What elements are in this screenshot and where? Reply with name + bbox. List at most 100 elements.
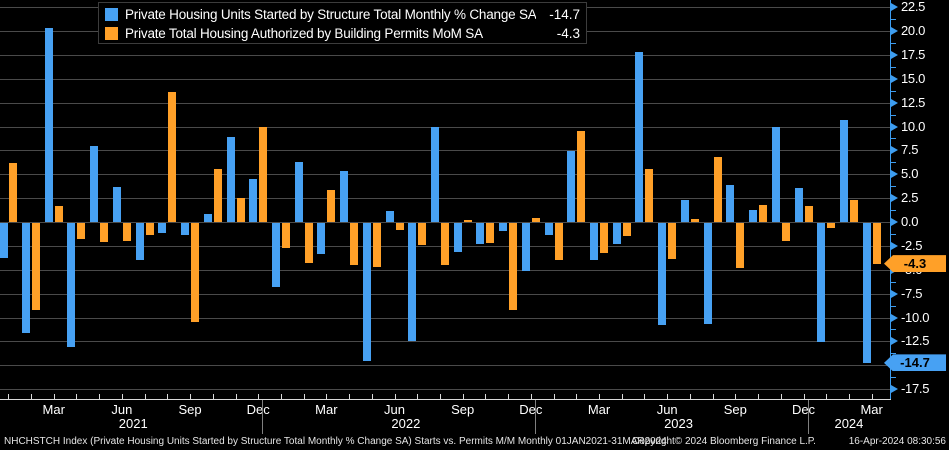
x-month-tick [303, 394, 305, 399]
bar-starts [249, 179, 258, 222]
bar-permits [463, 220, 472, 222]
y-tick-arrow-icon [891, 50, 898, 59]
x-month-label: Sep [451, 402, 475, 417]
x-month-tick [121, 394, 123, 399]
year-separator-line [262, 400, 264, 434]
bar-permits [236, 198, 245, 222]
y-tick-label: 15.0 [901, 70, 926, 86]
bar-starts [181, 223, 190, 236]
bar-starts [453, 223, 462, 252]
x-month-tick [780, 394, 782, 399]
bar-starts [521, 223, 530, 271]
bar-permits [440, 223, 449, 266]
bar-permits [32, 223, 41, 310]
x-month-label: Sep [178, 402, 202, 417]
bar-starts [726, 184, 735, 222]
bar-permits [77, 223, 86, 240]
bar-permits [759, 204, 768, 222]
x-month-label: Jun [384, 402, 406, 417]
x-month-tick [8, 394, 10, 399]
bar-starts [794, 187, 803, 222]
bar-permits [372, 223, 381, 267]
x-month-tick [99, 394, 101, 399]
x-month-label: Jun [656, 402, 678, 417]
bar-starts [271, 223, 280, 287]
x-month-tick [280, 394, 282, 399]
y-tick-label: 7.5 [901, 142, 919, 158]
bar-permits [690, 219, 699, 222]
y-tick-minor [891, 42, 896, 44]
x-month-tick [258, 394, 260, 399]
x-month-tick [621, 394, 623, 399]
timestamp: 16-Apr-2024 08:30:56 [848, 436, 946, 447]
x-month-tick [394, 394, 396, 399]
x-year-label: 2023 [664, 416, 693, 431]
x-month-tick [439, 394, 441, 399]
footer-bar: NHCHSTCH Index (Private Housing Units St… [0, 432, 949, 450]
bar-starts [112, 186, 121, 222]
bar-permits [9, 162, 18, 222]
y-tick-arrow-icon [891, 218, 898, 226]
bar-permits [327, 190, 336, 222]
legend-item-starts[interactable]: Private Housing Units Started by Structu… [105, 5, 580, 24]
ticker-description: NHCHSTCH Index (Private Housing Units St… [4, 436, 667, 447]
x-month-tick [508, 394, 510, 399]
gridline [0, 174, 890, 176]
legend-last-value: -14.7 [549, 7, 580, 22]
y-tick-arrow-icon [891, 385, 898, 394]
y-tick-minor [891, 19, 896, 21]
x-month-tick [530, 394, 532, 399]
bar-starts [862, 223, 871, 364]
x-month-tick [235, 394, 237, 399]
chart-plot-area[interactable] [0, 0, 890, 400]
gridline [0, 222, 890, 223]
x-axis-line [0, 399, 891, 400]
gridline [0, 198, 890, 200]
bar-permits [395, 223, 404, 230]
x-year-label: 2024 [834, 416, 864, 431]
x-year-label: 2022 [391, 416, 421, 431]
gridline [0, 78, 890, 80]
legend-item-permits[interactable]: Private Total Housing Authorized by Buil… [105, 24, 580, 43]
y-tick-minor [891, 90, 896, 92]
y-tick-label: 10.0 [901, 118, 926, 134]
x-month-tick [826, 394, 828, 399]
y-tick-arrow-icon [891, 289, 898, 298]
x-month-tick [712, 394, 714, 399]
x-month-tick [167, 394, 169, 399]
x-month-tick [644, 394, 646, 399]
x-month-label: Mar [42, 402, 65, 417]
y-tick-arrow-icon [891, 313, 898, 322]
x-month-label: Sep [723, 402, 747, 417]
y-tick-arrow-icon [891, 74, 898, 83]
bar-starts [612, 223, 621, 244]
y-tick-label: 0.0 [901, 214, 919, 229]
y-tick-label: -17.5 [901, 381, 930, 397]
bar-permits [736, 223, 745, 268]
y-tick-arrow-icon [891, 27, 898, 35]
y-tick-arrow-icon [891, 122, 898, 131]
copyright-text: Copyright© 2024 Bloomberg Finance L.P. [632, 436, 816, 447]
bar-starts [499, 223, 508, 231]
x-month-tick [758, 394, 760, 399]
x-month-tick [667, 394, 669, 399]
x-month-tick [871, 394, 873, 399]
bar-permits [350, 223, 359, 266]
bar-starts [317, 223, 326, 254]
y-tick-minor [891, 114, 896, 116]
bar-starts [44, 28, 53, 222]
y-tick-minor [891, 186, 896, 188]
bar-permits [804, 205, 813, 222]
bar-starts [703, 223, 712, 325]
bar-starts [203, 214, 212, 222]
bar-starts [680, 200, 689, 222]
x-month-label: Mar [587, 402, 611, 417]
gridline [0, 317, 890, 319]
y-tick-label: 12.5 [901, 94, 926, 110]
gridline [0, 365, 890, 367]
bar-permits [872, 223, 881, 265]
x-month-tick [212, 394, 214, 399]
bar-permits [554, 223, 563, 261]
x-month-tick [76, 394, 78, 399]
bar-starts [294, 161, 303, 222]
